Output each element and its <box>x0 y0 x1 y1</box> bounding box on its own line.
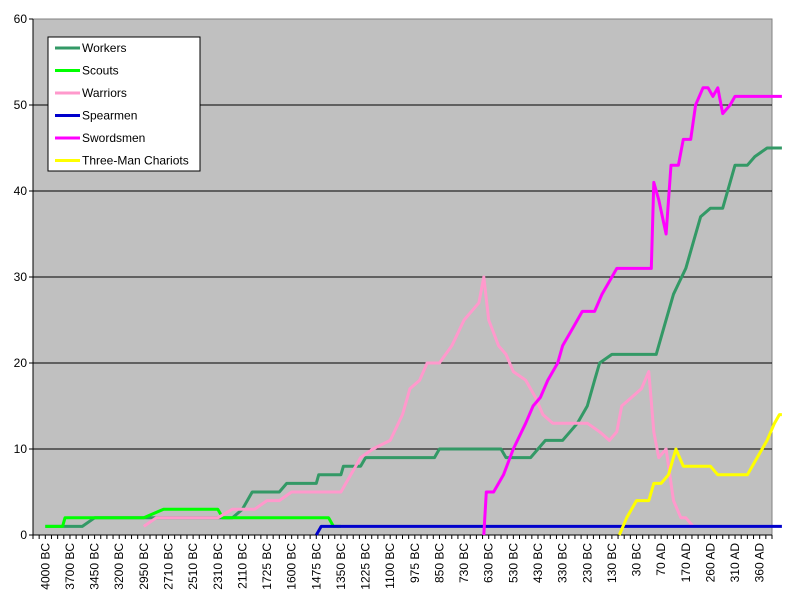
legend-label: Workers <box>82 41 126 55</box>
series-line-warriors <box>142 275 695 528</box>
x-tick-label: 1225 BC <box>359 543 373 590</box>
x-tick-label: 310 AD <box>728 543 742 583</box>
series-line-swordsmen <box>482 86 782 536</box>
x-tick-label: 975 BC <box>408 543 422 583</box>
y-axis: 0 10 20 30 40 50 60 <box>14 12 34 542</box>
x-tick-label: 260 AD <box>703 543 717 583</box>
y-tick-label: 0 <box>20 528 27 542</box>
series-lines <box>45 86 782 536</box>
x-tick-label: 3700 BC <box>63 543 77 590</box>
x-tick-label: 530 BC <box>506 543 520 583</box>
y-tick-label: 40 <box>14 184 28 198</box>
legend-label: Spearmen <box>82 109 137 123</box>
legend: Workers Scouts Warriors Spearmen Swordsmen Th… <box>47 36 201 172</box>
x-tick-label: 3200 BC <box>112 543 126 590</box>
x-tick-label: 360 AD <box>753 543 767 583</box>
x-tick-label: 130 BC <box>605 543 619 583</box>
x-tick-label: 630 BC <box>482 543 496 583</box>
legend-label: Warriors <box>82 86 127 100</box>
x-tick-label: 3450 BC <box>88 543 102 590</box>
x-axis: 4000 BC 3700 BC 3450 BC 3200 BC 2950 BC 2710 … <box>32 534 773 590</box>
y-tick-label: 60 <box>14 12 28 26</box>
x-tick-label: 2950 BC <box>137 543 151 590</box>
series-line-scouts <box>45 507 341 528</box>
x-tick-label: 1350 BC <box>334 543 348 590</box>
x-tick-label: 1725 BC <box>260 543 274 590</box>
series-line-spearmen <box>314 524 782 536</box>
series-line-three-man-chariots <box>617 413 782 536</box>
legend-label: Three-Man Chariots <box>82 154 189 168</box>
y-tick-label: 20 <box>14 356 28 370</box>
x-tick-label: 230 BC <box>580 543 594 583</box>
x-tick-label: 2110 BC <box>235 543 249 589</box>
x-tick-label: 1600 BC <box>285 543 299 590</box>
y-tick-label: 10 <box>14 442 28 456</box>
legend-label: Swordsmen <box>82 131 145 145</box>
x-tick-label: 1100 BC <box>383 543 397 589</box>
y-tick-label: 50 <box>14 98 28 112</box>
x-tick-label: 430 BC <box>531 543 545 583</box>
x-tick-label: 2710 BC <box>161 543 175 590</box>
x-tick-label: 170 AD <box>679 543 693 583</box>
x-tick-label: 30 BC <box>630 543 644 577</box>
x-tick-label: 850 BC <box>432 543 446 583</box>
x-tick-label: 2510 BC <box>186 543 200 590</box>
y-tick-label: 30 <box>14 270 28 284</box>
x-tick-label: 730 BC <box>457 543 471 583</box>
x-tick-label: 330 BC <box>556 543 570 583</box>
x-tick-label: 1475 BC <box>309 543 323 590</box>
x-tick-label: 2310 BC <box>211 543 225 590</box>
x-tick-label: 4000 BC <box>38 543 52 590</box>
legend-box <box>47 36 201 172</box>
x-tick-label: 70 AD <box>654 543 668 576</box>
legend-label: Scouts <box>82 64 119 78</box>
